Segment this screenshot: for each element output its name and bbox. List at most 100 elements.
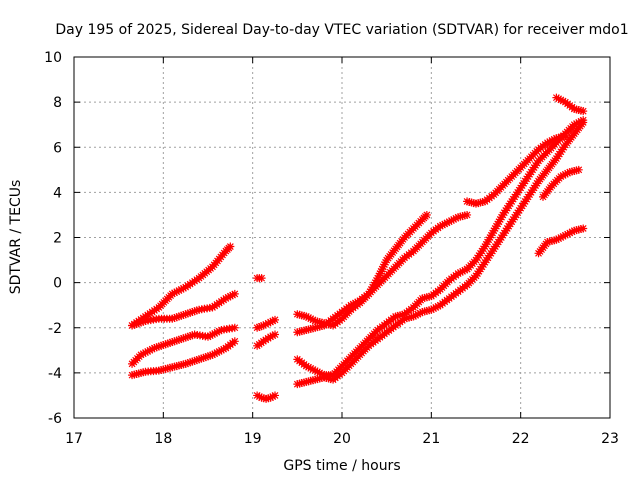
data-point-marker bbox=[212, 328, 221, 337]
data-point-marker bbox=[442, 218, 451, 227]
data-point-marker bbox=[373, 274, 382, 283]
data-point-marker bbox=[152, 343, 161, 352]
data-point-marker bbox=[427, 305, 436, 314]
data-point-marker bbox=[204, 352, 212, 361]
x-tick-label: 22 bbox=[512, 431, 530, 447]
data-point-marker bbox=[266, 332, 275, 341]
data-point-marker bbox=[377, 267, 386, 276]
data-point-marker bbox=[253, 391, 262, 400]
data-point-marker bbox=[454, 269, 463, 278]
data-point-marker bbox=[264, 334, 273, 343]
data-point-marker bbox=[302, 362, 311, 371]
data-point-marker bbox=[374, 271, 383, 280]
data-point-marker bbox=[137, 318, 145, 327]
y-axis-label: SDTVAR / TECUs bbox=[8, 180, 24, 295]
data-point-marker bbox=[174, 335, 183, 344]
data-point-marker bbox=[188, 331, 197, 340]
data-point-marker bbox=[183, 332, 192, 341]
data-point-marker bbox=[170, 337, 179, 346]
data-point-marker bbox=[380, 260, 389, 269]
series-7 bbox=[253, 330, 279, 350]
data-point-marker bbox=[308, 365, 317, 374]
points-layer bbox=[128, 93, 588, 403]
data-point-marker bbox=[145, 346, 154, 355]
data-point-marker bbox=[224, 293, 233, 302]
y-tick-label: -6 bbox=[48, 411, 62, 427]
ticks-layer: 17 18 19 20 21 22 23 -6 -4 -2 0 2 4 6 8 10 bbox=[44, 50, 619, 447]
data-point-marker bbox=[494, 217, 503, 226]
data-point-marker bbox=[568, 227, 577, 236]
series-14 bbox=[463, 118, 588, 289]
data-point-marker bbox=[579, 107, 588, 116]
data-point-marker bbox=[445, 217, 454, 226]
data-point-marker bbox=[561, 231, 570, 240]
data-point-marker bbox=[230, 289, 239, 298]
data-point-marker bbox=[259, 321, 268, 330]
data-point-marker bbox=[311, 366, 320, 375]
data-point-marker bbox=[221, 294, 230, 303]
data-point-marker bbox=[261, 320, 270, 329]
data-point-marker bbox=[561, 131, 570, 140]
data-point-marker bbox=[488, 228, 497, 237]
data-point-marker bbox=[315, 368, 324, 377]
data-point-marker bbox=[183, 359, 192, 368]
data-point-marker bbox=[556, 95, 565, 104]
data-point-marker bbox=[413, 310, 422, 319]
data-point-marker bbox=[143, 347, 152, 356]
data-point-marker bbox=[206, 331, 215, 340]
data-point-marker bbox=[255, 322, 264, 331]
data-point-marker bbox=[487, 231, 496, 240]
x-tick-label: 17 bbox=[65, 431, 83, 447]
data-point-marker bbox=[436, 222, 445, 231]
y-tick-label: 0 bbox=[53, 276, 62, 292]
data-point-marker bbox=[550, 135, 559, 144]
data-point-marker bbox=[302, 312, 311, 321]
data-point-marker bbox=[271, 315, 279, 324]
data-point-marker bbox=[545, 137, 554, 146]
data-point-marker bbox=[268, 316, 277, 325]
data-point-marker bbox=[206, 351, 215, 360]
data-point-marker bbox=[195, 355, 204, 364]
data-point-marker bbox=[489, 226, 498, 235]
data-point-marker bbox=[179, 334, 188, 343]
data-point-marker bbox=[451, 214, 460, 223]
data-point-marker bbox=[266, 393, 275, 402]
data-point-marker bbox=[217, 346, 226, 355]
data-point-marker bbox=[132, 319, 141, 328]
data-point-marker bbox=[257, 274, 266, 283]
data-point-marker bbox=[411, 311, 420, 320]
data-point-marker bbox=[271, 330, 279, 339]
data-point-marker bbox=[306, 364, 315, 373]
series-17 bbox=[552, 93, 588, 116]
data-point-marker bbox=[255, 392, 264, 401]
chart-title: Day 195 of 2025, Sidereal Day-to-day VTE… bbox=[55, 22, 628, 38]
x-tick-label: 18 bbox=[154, 431, 172, 447]
data-point-marker bbox=[174, 312, 183, 321]
data-point-marker bbox=[351, 298, 360, 307]
data-point-marker bbox=[429, 304, 438, 313]
data-point-marker bbox=[434, 302, 443, 311]
series-16 bbox=[539, 165, 583, 201]
data-point-marker bbox=[483, 238, 492, 247]
data-point-marker bbox=[177, 335, 186, 344]
data-point-marker bbox=[378, 265, 387, 274]
data-point-marker bbox=[304, 313, 313, 322]
series-2 bbox=[128, 289, 239, 330]
series-15 bbox=[463, 131, 570, 208]
data-point-marker bbox=[496, 215, 505, 224]
y-tick-label: -2 bbox=[48, 321, 62, 337]
data-point-marker bbox=[313, 367, 322, 376]
data-point-marker bbox=[172, 287, 181, 296]
data-point-marker bbox=[556, 172, 565, 181]
data-point-marker bbox=[197, 354, 206, 363]
data-point-marker bbox=[215, 347, 224, 356]
data-point-marker bbox=[179, 284, 188, 293]
data-point-marker bbox=[253, 323, 262, 332]
data-point-marker bbox=[172, 336, 181, 345]
data-point-marker bbox=[492, 222, 501, 231]
data-point-marker bbox=[177, 311, 186, 320]
data-point-marker bbox=[460, 266, 469, 275]
data-point-marker bbox=[559, 171, 568, 180]
x-tick-label: 21 bbox=[422, 431, 440, 447]
